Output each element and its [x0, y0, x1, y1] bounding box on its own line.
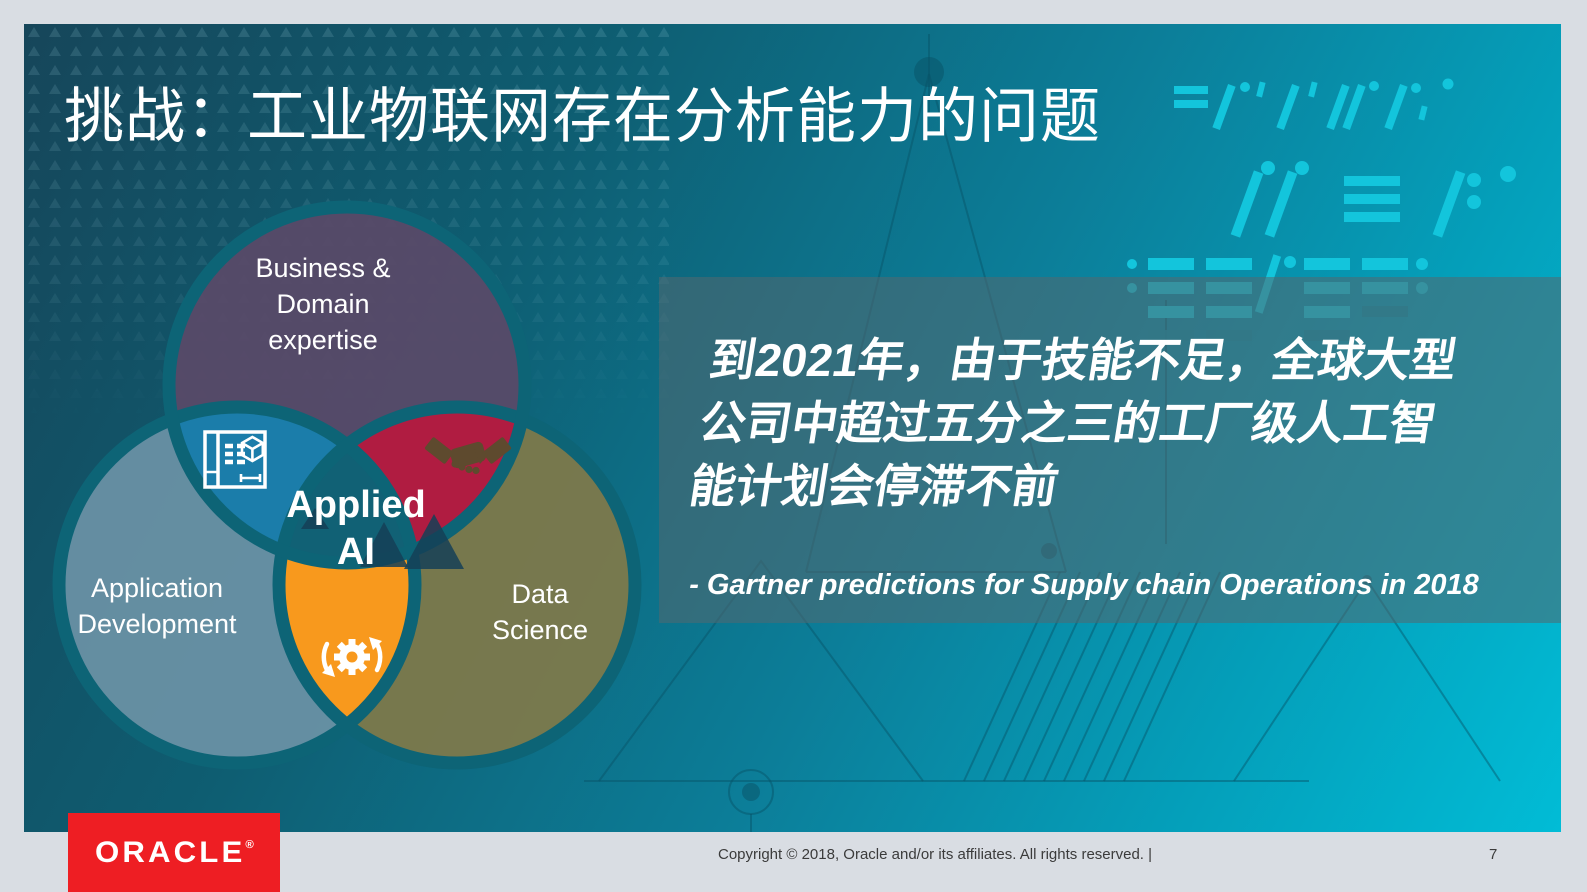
- app-window-icon: [203, 430, 267, 489]
- registered-mark: ®: [245, 838, 254, 851]
- handshake-icon: [424, 437, 512, 475]
- slide: 挑战：工业物联网存在分析能力的问题 到2021年，由于技能不足，全球大型 公司中…: [24, 24, 1561, 832]
- center-triangles-decoration: [301, 508, 464, 569]
- gear-sync-icon: [321, 637, 383, 677]
- oracle-wordmark: ORACLE®: [94, 835, 254, 869]
- label-application-development: Application Development: [77, 573, 237, 639]
- quote-box: 到2021年，由于技能不足，全球大型 公司中超过五分之三的工厂级人工智 能计划会…: [659, 277, 1561, 623]
- label-data-science: Data Science: [491, 579, 589, 645]
- label-business-domain-expertise: Business & Domain expertise: [255, 253, 391, 355]
- copyright-text: Copyright © 2018, Oracle and/or its affi…: [718, 846, 1153, 863]
- quote-attribution: - Gartner predictions for Supply chain O…: [689, 569, 1479, 601]
- label-applied-ai: Applied AI: [286, 484, 426, 573]
- oracle-logo: ORACLE®: [68, 813, 280, 892]
- slide-title: 挑战：工业物联网存在分析能力的问题: [64, 83, 1101, 150]
- venn-separation-rings: [52, 200, 642, 770]
- venn-center-region: [279, 407, 415, 563]
- page-number: 7: [1489, 846, 1498, 863]
- venn-diagram: [24, 24, 1561, 832]
